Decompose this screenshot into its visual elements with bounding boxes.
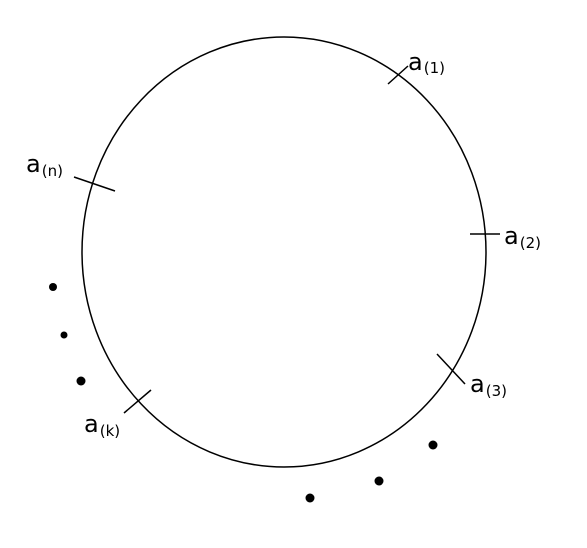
tick-mark-ak: [123, 389, 152, 414]
label-a2: a(2): [504, 222, 541, 252]
tick-mark-a1: [387, 65, 409, 85]
tick-mark-a3: [436, 353, 466, 385]
ellipsis-dot-left-3: [76, 376, 86, 386]
ellipsis-dot-bottom-1: [428, 440, 438, 450]
ellipsis-dot-left-1: [49, 283, 57, 291]
ellipsis-dot-bottom-2: [374, 476, 384, 486]
label-ak: a(k): [84, 410, 120, 440]
label-an: a(n): [26, 150, 63, 180]
tick-mark-an: [73, 176, 116, 192]
ellipsis-dot-bottom-3: [305, 493, 315, 503]
label-a1: a(1): [408, 48, 445, 77]
ellipsis-dot-left-2: [60, 331, 68, 339]
label-a3: a(3): [470, 370, 507, 400]
main-circle: [81, 36, 487, 468]
